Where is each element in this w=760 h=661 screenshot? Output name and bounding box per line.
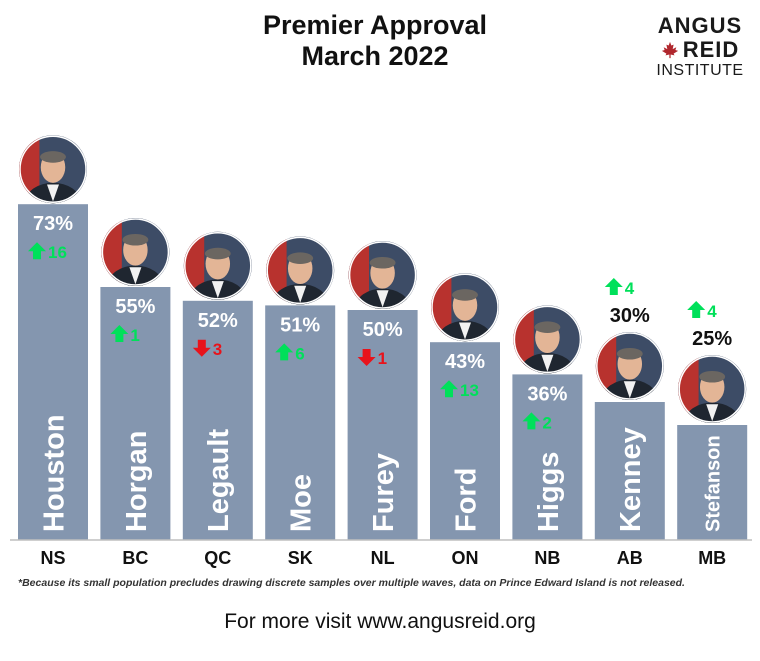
bar-sk [265, 305, 336, 540]
up-arrow-icon-ns [28, 242, 46, 260]
premier-photo-qc [183, 231, 252, 300]
value-label-qc: 52% [198, 310, 238, 332]
value-label-nl: 50% [363, 319, 403, 341]
down-arrow-icon-nl [357, 349, 376, 366]
bar-bc [100, 287, 171, 540]
premier-name-bc: Horgan [121, 431, 153, 533]
tick-label-nb: NB [534, 548, 560, 568]
up-arrow-icon-nb [522, 412, 541, 430]
tick-label-ab: AB [617, 548, 643, 568]
bar-on [430, 342, 500, 540]
premier-photo-ns [19, 135, 87, 204]
premier-photo-on [431, 273, 499, 342]
value-label-on: 43% [445, 351, 485, 373]
maple-leaf-icon [661, 41, 678, 59]
change-label-mb: 4 [707, 302, 717, 321]
chart-title: Premier Approval March 2022 [170, 10, 580, 72]
change-label-bc: 1 [130, 326, 139, 345]
change-label-nb: 2 [542, 413, 551, 432]
change-label-qc: 3 [213, 340, 222, 359]
change-label-on: 13 [460, 381, 479, 400]
tick-label-on: ON [452, 548, 479, 568]
premier-name-ab: Kenney [615, 427, 647, 532]
bar-ab [594, 402, 665, 540]
value-label-ns: 73% [33, 213, 73, 235]
logo-line-3: INSTITUTE [656, 62, 744, 79]
premier-photo-mb [678, 355, 747, 423]
title-line-2: March 2022 [301, 41, 449, 71]
premier-photo-nl [348, 241, 417, 309]
tick-label-ns: NS [40, 548, 65, 568]
logo-line-2: REID [682, 37, 740, 62]
change-label-nl: 1 [378, 349, 387, 368]
change-label-ns: 16 [48, 243, 67, 262]
premier-name-ns: Houston [38, 414, 70, 532]
logo-line-1: ANGUS [657, 13, 743, 38]
logo-line-2-row: REID [648, 38, 752, 62]
premier-name-sk: Moe [286, 474, 318, 532]
change-label-ab: 4 [625, 279, 635, 298]
change-label-sk: 6 [295, 344, 304, 363]
approval-bar-chart: Houston 73% 16 Horgan 55% 1 Legault 52% 3 Moe 51% 6… [10, 135, 752, 568]
premier-name-on: Ford [450, 468, 482, 532]
value-label-bc: 55% [115, 296, 155, 318]
value-label-sk: 51% [280, 314, 320, 336]
tick-label-sk: SK [288, 548, 313, 568]
premier-name-nl: Furey [368, 453, 400, 532]
premier-photo-ab [595, 332, 664, 400]
tick-label-nl: NL [371, 548, 395, 568]
tick-label-qc: QC [204, 548, 231, 568]
title-line-1: Premier Approval [262, 10, 488, 40]
premier-name-mb: Stefanson [702, 435, 724, 532]
bar-nb [512, 374, 583, 540]
bar-ns [18, 204, 88, 540]
tick-label-bc: BC [122, 548, 148, 568]
up-arrow-icon-bc [110, 325, 129, 342]
value-label-nb: 36% [527, 383, 567, 405]
angus-reid-logo: ANGUS REID INSTITUTE [648, 14, 752, 80]
footnote: *Because its small population precludes … [18, 577, 685, 589]
value-label-mb: 25% [692, 328, 732, 350]
up-arrow-icon-on [440, 380, 458, 398]
premier-photo-nb [513, 305, 582, 374]
down-arrow-icon-qc [192, 339, 211, 357]
up-arrow-icon-mb [687, 301, 706, 318]
premier-photo-sk [266, 236, 335, 305]
up-arrow-icon-ab [604, 278, 623, 295]
bar-mb [677, 425, 748, 540]
bar-nl [347, 310, 418, 540]
premier-photo-bc [101, 218, 170, 286]
premier-name-qc: Legault [203, 429, 235, 532]
tick-label-mb: MB [698, 548, 726, 568]
value-label-ab: 30% [610, 305, 650, 327]
bar-qc [182, 300, 253, 540]
footer-link-text: For more visit www.angusreid.org [224, 610, 536, 633]
up-arrow-icon-sk [275, 343, 294, 361]
premier-name-nb: Higgs [533, 451, 565, 532]
